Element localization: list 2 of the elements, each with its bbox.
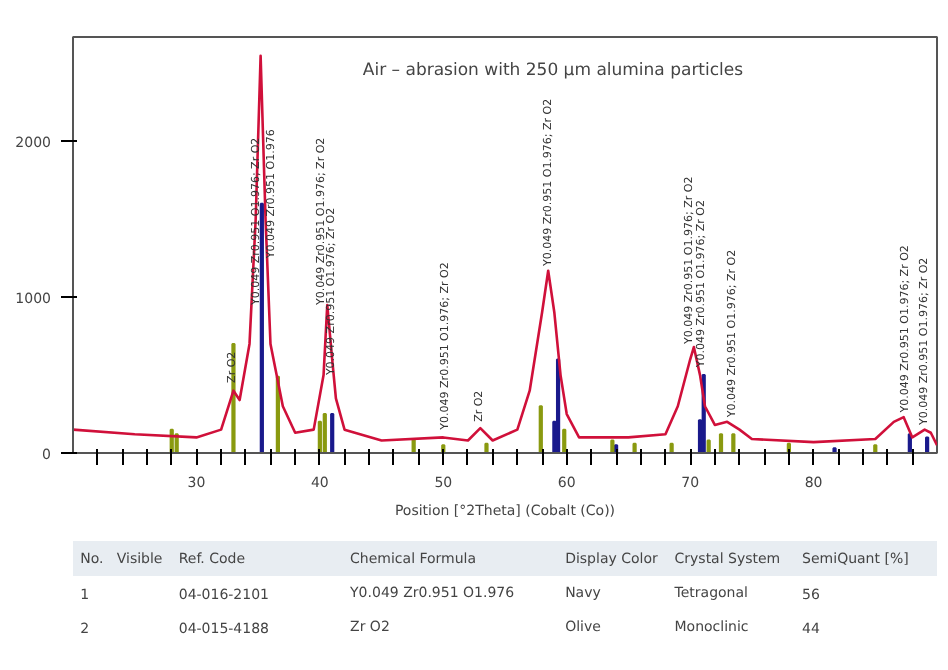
line-series [73,54,937,447]
text: Air – abrasion with 250 µm alumina particles [362,61,745,81]
